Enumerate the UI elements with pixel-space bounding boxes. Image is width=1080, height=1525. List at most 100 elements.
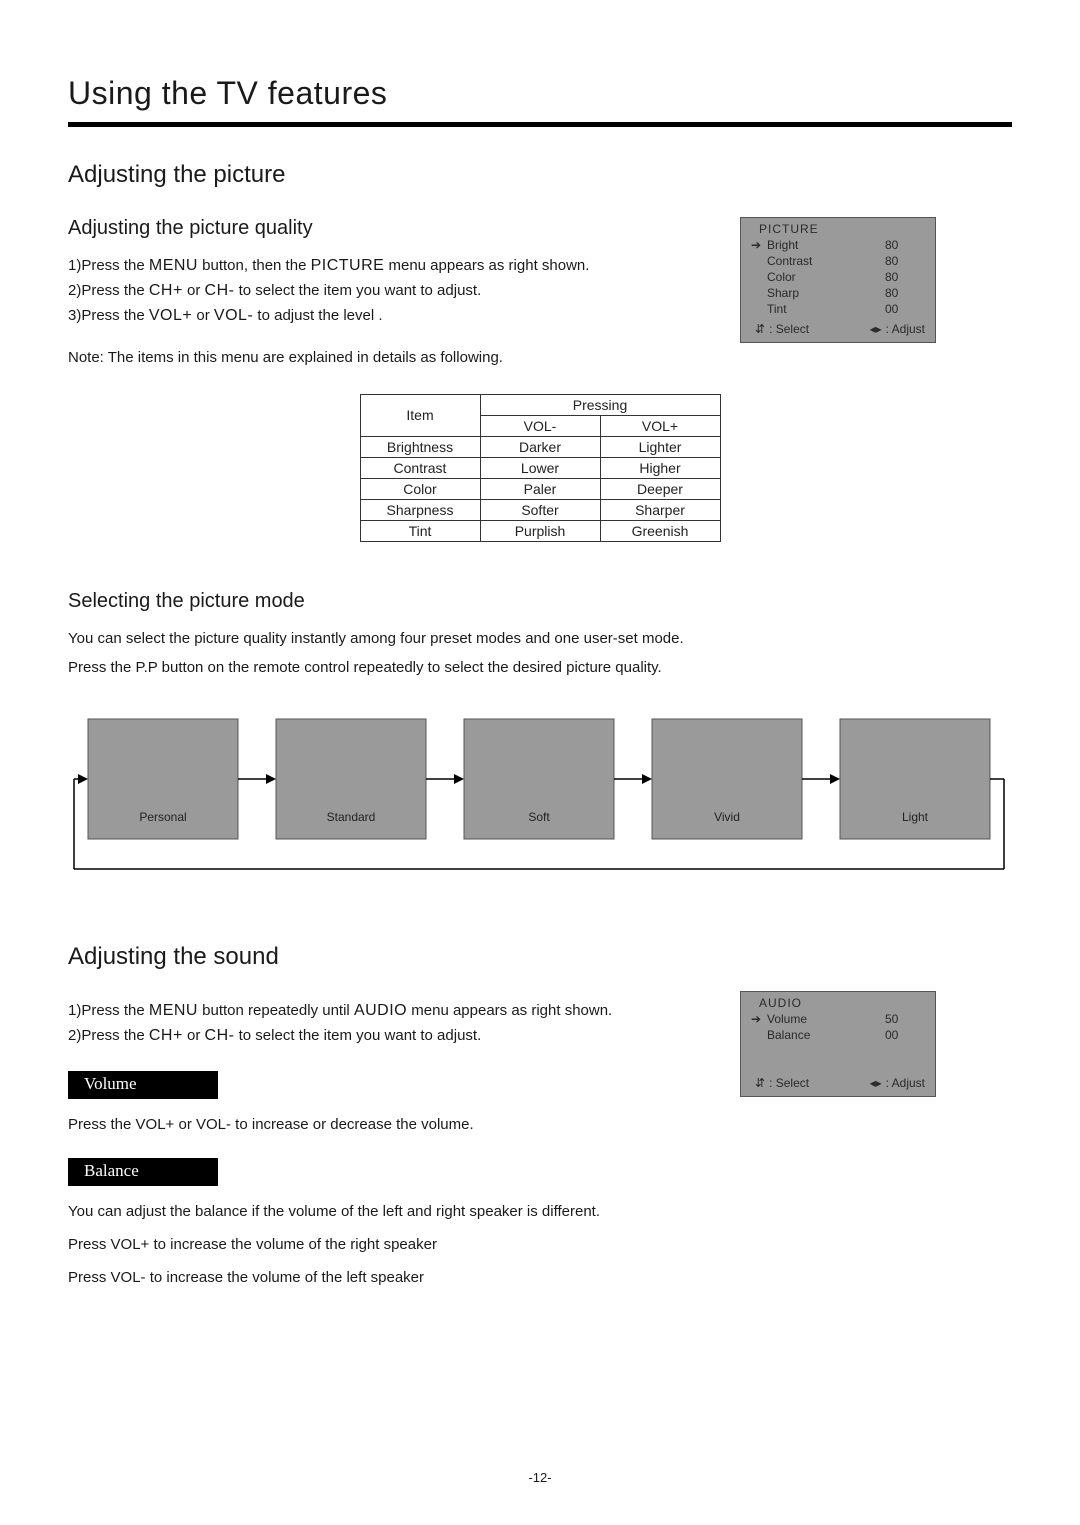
osd-row: Balance00 (741, 1028, 935, 1044)
step-text: or (183, 282, 205, 299)
osd-select-label: : Select (769, 322, 809, 336)
volume-text: Press the VOL+ or VOL- to increase or de… (68, 1113, 1012, 1136)
kw-ch-minus: CH- (205, 282, 235, 299)
osd-footer: ⇵ : Select ◂▸ : Adjust (741, 1072, 935, 1096)
kw-ch-plus: CH+ (149, 1027, 183, 1044)
kw-vol-plus: VOL+ (111, 1236, 150, 1253)
table-cell: Sharper (600, 499, 720, 520)
step-text: 3)Press the (68, 307, 149, 324)
kw-vol-minus: VOL- (111, 1269, 146, 1286)
mode-line-1: You can select the picture quality insta… (68, 627, 1012, 650)
step-text: to select the item you want to adjust. (234, 282, 481, 299)
step-text: 2)Press the (68, 282, 149, 299)
step-text: menu appears as right shown. (384, 257, 589, 274)
page-number: -12- (0, 1470, 1080, 1485)
osd-row-label: Volume (765, 1012, 885, 1026)
kw-menu: MENU (149, 257, 198, 274)
osd-select-label: : Select (769, 1076, 809, 1090)
left-right-icon: ◂▸ (870, 322, 882, 336)
step-text: menu appears as right shown. (407, 1002, 612, 1019)
text: to increase the volume of the left speak… (146, 1269, 425, 1286)
kw-vol-minus: VOL- (196, 1116, 231, 1133)
table-cell: Lower (480, 457, 600, 478)
osd-row-value: 00 (885, 1028, 925, 1042)
balance-line-2: Press VOL+ to increase the volume of the… (68, 1233, 1012, 1256)
table-cell: Purplish (480, 520, 600, 541)
arrow-right-icon: ➔ (751, 1012, 765, 1026)
mode-label: Personal (139, 810, 186, 824)
table-cell: Tint (360, 520, 480, 541)
osd-row: Contrast80 (741, 254, 935, 270)
table-cell: Brightness (360, 436, 480, 457)
osd-row: Tint00 (741, 302, 935, 318)
text: Press (68, 1236, 111, 1253)
step-text: button, then the (198, 257, 311, 274)
th-vol-plus: VOL+ (600, 415, 720, 436)
table-row: SharpnessSofterSharper (360, 499, 720, 520)
arrow-right-icon: ➔ (751, 238, 765, 252)
kw-vol-plus: VOL+ (149, 307, 192, 324)
osd-row-value: 00 (885, 302, 925, 316)
osd-row-value: 80 (885, 286, 925, 300)
table-row: TintPurplishGreenish (360, 520, 720, 541)
text: Press the (68, 1116, 136, 1133)
text: Press (68, 1269, 111, 1286)
step-text: to select the item you want to adjust. (234, 1027, 481, 1044)
mode-line-2: Press the P.P button on the remote contr… (68, 656, 1012, 679)
pill-volume: Volume (68, 1071, 218, 1099)
left-right-icon: ◂▸ (870, 1076, 882, 1090)
osd-row: ➔Bright80 (741, 238, 935, 254)
mode-label: Soft (528, 810, 550, 824)
osd-row-value: 80 (885, 270, 925, 284)
osd-adjust-label: : Adjust (886, 1076, 925, 1090)
osd-row-label: Contrast (765, 254, 885, 268)
mode-label: Vivid (714, 810, 740, 824)
table-cell: Greenish (600, 520, 720, 541)
heading-picture-mode: Selecting the picture mode (68, 590, 1012, 613)
mode-text: Press the (68, 659, 136, 676)
step-text: 2)Press the (68, 1027, 149, 1044)
step-text: or (192, 307, 214, 324)
mode-label: Light (902, 810, 929, 824)
balance-line-1: You can adjust the balance if the volume… (68, 1200, 1012, 1223)
osd-title: PICTURE (741, 218, 935, 238)
kw-picture: PICTURE (311, 257, 385, 274)
th-vol-minus: VOL- (480, 415, 600, 436)
table-cell: Lighter (600, 436, 720, 457)
picture-note: Note: The items in this menu are explain… (68, 346, 1012, 369)
section-adjusting-sound: Adjusting the sound 1)Press the MENU but… (68, 943, 1012, 1290)
table-row: BrightnessDarkerLighter (360, 436, 720, 457)
table-cell: Deeper (600, 478, 720, 499)
table-row: ColorPalerDeeper (360, 478, 720, 499)
kw-audio: AUDIO (354, 1002, 407, 1019)
pill-balance: Balance (68, 1158, 218, 1186)
osd-row: Color80 (741, 270, 935, 286)
kw-pp: P.P (136, 659, 158, 676)
osd-row: ➔Volume50 (741, 1012, 935, 1028)
table-cell: Paler (480, 478, 600, 499)
th-pressing: Pressing (480, 394, 720, 415)
step-text: to adjust the level . (253, 307, 382, 324)
th-item: Item (360, 394, 480, 436)
kw-menu: MENU (149, 1002, 198, 1019)
heading-adjusting-picture: Adjusting the picture (68, 161, 1012, 189)
table-cell: Higher (600, 457, 720, 478)
osd-picture-menu: PICTURE ➔Bright80Contrast80Color80Sharp8… (740, 217, 936, 343)
text: to increase or decrease the volume. (231, 1116, 474, 1133)
table-cell: Color (360, 478, 480, 499)
up-down-icon: ⇵ (755, 1076, 765, 1090)
osd-row-label: Tint (765, 302, 885, 316)
table-cell: Sharpness (360, 499, 480, 520)
kw-vol-minus: VOL- (214, 307, 253, 324)
table-row: ContrastLowerHigher (360, 457, 720, 478)
kw-ch-minus: CH- (205, 1027, 235, 1044)
table-cell: Softer (480, 499, 600, 520)
adjustments-table: Item Pressing VOL- VOL+ BrightnessDarker… (360, 394, 721, 542)
osd-row-value: 80 (885, 238, 925, 252)
osd-row-value: 80 (885, 254, 925, 268)
heading-adjusting-sound: Adjusting the sound (68, 943, 1012, 971)
osd-row-label: Color (765, 270, 885, 284)
step-text: or (183, 1027, 205, 1044)
kw-vol-plus: VOL+ (136, 1116, 179, 1133)
page-title: Using the TV features (68, 75, 1012, 127)
